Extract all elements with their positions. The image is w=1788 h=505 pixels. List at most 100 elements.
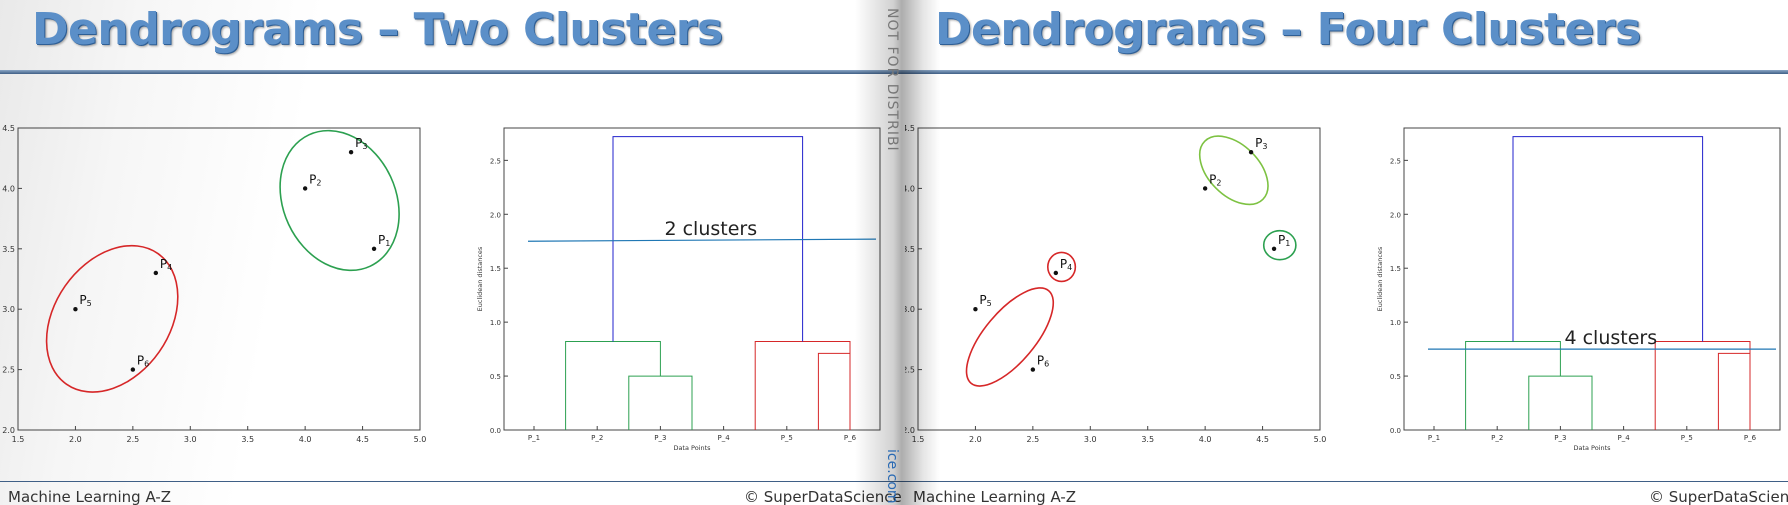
data-point (153, 270, 159, 276)
cluster-ellipse (45, 244, 179, 393)
x-tick-label: 2.0 (969, 435, 982, 444)
data-point (302, 186, 308, 191)
y-tick-label: 0.0 (490, 427, 501, 435)
y-tick-label: 3.0 (905, 305, 915, 314)
data-point (1030, 367, 1036, 372)
x-tick-label: 3.5 (1141, 435, 1154, 444)
y-tick-label: 2.5 (1390, 157, 1401, 165)
dendrogram-link (754, 341, 851, 430)
plot-frame (917, 127, 1321, 431)
slide-two-clusters: Dendrograms – Two Clusters 1.5 2.0 2.5 3.0 3… (0, 0, 905, 505)
dendrogram-two-clusters: 0.0 0.5 1.0 1.5 2.0 2.5 P_1 P_2 P_3 P_4 P_5 P_6 Data… (476, 127, 881, 450)
footer-course-name: Machine Learning A-Z (913, 488, 1077, 505)
cluster-ellipse (1262, 229, 1297, 261)
x-tick-label: 4.5 (1256, 435, 1269, 444)
slide-title: Dendrograms – Four Clusters (935, 4, 1641, 55)
y-tick-label: 4.5 (905, 124, 915, 133)
leaf-label: P_2 (591, 434, 603, 442)
y-tick-label: 2.5 (490, 157, 501, 165)
x-axis-label: Data Points (1573, 444, 1611, 450)
data-point (1248, 149, 1254, 155)
y-tick-label: 4.0 (905, 184, 915, 193)
x-tick-label: 5.0 (414, 435, 427, 444)
y-tick-label: 3.5 (2, 245, 15, 254)
y-tick-label: 1.0 (490, 319, 501, 327)
watermark-url: ice.com (884, 449, 900, 504)
point-label: P1 (1278, 233, 1290, 248)
leaf-label: P_1 (1428, 434, 1440, 442)
y-tick-label: 2.5 (2, 366, 15, 375)
y-tick-label: 2.0 (905, 426, 915, 435)
x-tick-label: 3.0 (1084, 435, 1097, 444)
point-label: P1 (378, 233, 390, 248)
y-tick-label: 2.0 (490, 211, 501, 219)
x-tick-label: 3.0 (184, 435, 197, 444)
leaf-label: P_4 (1618, 434, 1631, 442)
x-tick-label: 2.0 (69, 435, 82, 444)
data-point (371, 246, 377, 251)
leaf-label: P_2 (1491, 434, 1503, 442)
leaf-label: P_4 (718, 434, 731, 442)
x-tick-label: 4.0 (1199, 435, 1212, 444)
data-point (1271, 246, 1277, 251)
leaf-label: P_3 (1554, 434, 1566, 442)
dendrogram-link (628, 375, 693, 430)
leaf-label: P_5 (781, 434, 793, 442)
scatter-plot-two-clusters: 1.5 2.0 2.5 3.0 3.5 4.0 4.5 5.02.02.53.03.54.04… (2, 124, 427, 444)
leaf-label: P_1 (528, 434, 540, 442)
point-label: P5 (79, 293, 91, 308)
dendrogram-four-clusters: 0.0 0.5 1.0 1.5 2.0 2.5 P_1 P_2 P_3 P_4 P_5 P_6 Data… (1376, 127, 1781, 450)
threshold-line (527, 238, 877, 242)
y-tick-label: 1.5 (1390, 265, 1401, 273)
footer-divider (905, 481, 1788, 482)
y-axis-label: Euclidean distances (476, 246, 484, 311)
threshold-label: 2 clusters (664, 218, 757, 240)
dendrogram-link (1528, 375, 1593, 430)
title-divider (905, 70, 1788, 74)
watermark-text: NOT FOR DISTRIBI (884, 8, 900, 152)
cluster-ellipse (965, 287, 1055, 387)
dendrogram-link (1465, 341, 1561, 430)
footer-divider (0, 481, 905, 482)
x-tick-label: 4.5 (356, 435, 369, 444)
threshold-label: 4 clusters (1564, 327, 1657, 349)
point-label: P3 (1255, 136, 1267, 151)
dendrogram-link (1654, 341, 1751, 430)
data-point (130, 367, 136, 372)
point-label: P3 (355, 136, 367, 151)
x-tick-label: 3.5 (241, 435, 254, 444)
x-tick-label: 2.5 (1026, 435, 1039, 444)
data-point (973, 307, 978, 312)
cluster-ellipse (1198, 135, 1269, 206)
point-label: P2 (1209, 172, 1221, 187)
data-point (1202, 186, 1208, 191)
leaf-label: P_6 (844, 434, 857, 442)
x-tick-label: 4.0 (299, 435, 312, 444)
plot-frame (17, 127, 421, 431)
leaf-label: P_3 (654, 434, 666, 442)
slide-title: Dendrograms – Two Clusters (32, 4, 723, 55)
x-tick-label: 1.5 (912, 435, 925, 444)
dendrogram-link (565, 341, 661, 430)
y-tick-label: 0.5 (490, 373, 501, 381)
leaf-label: P_6 (1744, 434, 1757, 442)
y-tick-label: 3.5 (905, 245, 915, 254)
x-tick-label: 2.5 (126, 435, 139, 444)
y-tick-label: 3.0 (2, 305, 15, 314)
y-axis-label: Euclidean distances (1376, 246, 1384, 311)
y-tick-label: 0.0 (1390, 427, 1401, 435)
y-tick-label: 2.0 (1390, 211, 1401, 219)
dendrogram-link (1717, 352, 1751, 430)
point-label: P2 (309, 172, 321, 187)
y-tick-label: 1.5 (490, 265, 501, 273)
footer-course-name: Machine Learning A-Z (8, 488, 172, 505)
dendrogram-link (1512, 136, 1704, 342)
y-tick-label: 1.0 (1390, 319, 1401, 327)
footer-copyright: © SuperDataScience (744, 488, 902, 505)
point-label: P4 (1060, 257, 1072, 272)
dendrogram-link (817, 352, 851, 430)
slide-four-clusters: Dendrograms – Four Clusters 1.5 2.0 2.5 3.0… (905, 0, 1788, 505)
scatter-plot-four-clusters: 1.5 2.0 2.5 3.0 3.5 4.0 4.5 5.02.02.53.03.54.04… (905, 124, 1326, 444)
cluster-ellipse (279, 129, 400, 272)
cluster-ellipse (1046, 251, 1077, 283)
